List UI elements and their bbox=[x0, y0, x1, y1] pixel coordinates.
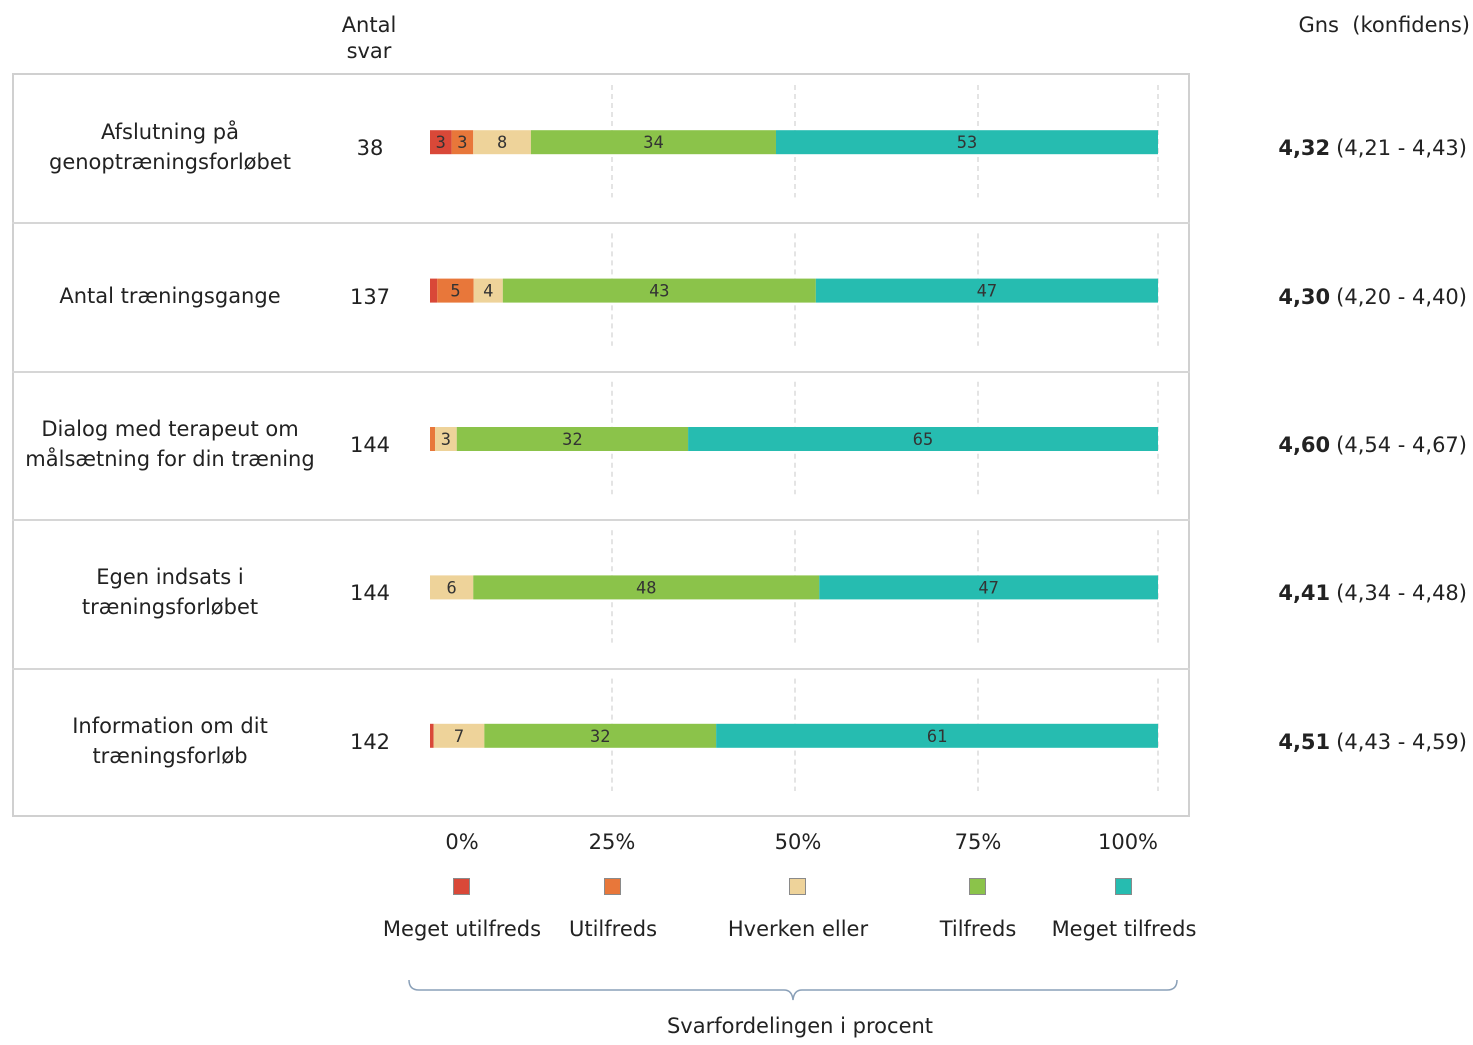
category-label: Information om dit træningsforløb bbox=[72, 713, 268, 768]
bar-segment bbox=[775, 130, 1158, 155]
bar-value-label: 47 bbox=[978, 578, 998, 598]
bar-segment bbox=[530, 130, 776, 155]
count-label: 142 bbox=[349, 729, 391, 754]
x-tick-label: 100% bbox=[1097, 830, 1159, 854]
legend-label: Meget tilfreds bbox=[1051, 917, 1197, 941]
bar-value-label: 7 bbox=[454, 727, 464, 747]
category-label: Afslutning på genoptræningsforløbet bbox=[49, 120, 291, 175]
mean-confidence: 4,41 (4,34 - 4,48) bbox=[1278, 520, 1467, 666]
bar-value-label: 8 bbox=[497, 133, 507, 153]
bar-segment bbox=[484, 723, 717, 748]
bar-segment bbox=[430, 130, 452, 155]
x-tick-label: 25% bbox=[588, 830, 636, 854]
bar-value-label: 43 bbox=[649, 282, 669, 302]
confidence-interval: (4,21 - 4,43) bbox=[1336, 136, 1467, 161]
bar-segment bbox=[473, 575, 820, 600]
bar-segment bbox=[430, 427, 436, 451]
legend-label: Utilfreds bbox=[568, 917, 658, 941]
row-separator bbox=[12, 222, 1190, 225]
bar-segment bbox=[502, 278, 816, 303]
mean-confidence: 4,60 (4,54 - 4,67) bbox=[1278, 372, 1467, 518]
bar-segment bbox=[430, 723, 434, 748]
bar-segment bbox=[473, 278, 503, 303]
bar-segment bbox=[437, 278, 474, 303]
mean-confidence: 4,51 (4,43 - 4,59) bbox=[1278, 669, 1467, 815]
legend-swatch bbox=[1115, 878, 1132, 895]
bar-value-label: 3 bbox=[457, 133, 467, 153]
count-column-header: Antal svar bbox=[341, 13, 397, 63]
bar-value-label: 48 bbox=[636, 578, 656, 598]
mean-value: 4,41 bbox=[1278, 581, 1331, 606]
bar-value-label: 65 bbox=[913, 430, 933, 450]
axis-caption: Svarfordelingen i procent bbox=[666, 1014, 934, 1038]
legend-swatch bbox=[789, 878, 806, 895]
axis-brace bbox=[408, 979, 1178, 1001]
bar-value-label: 53 bbox=[957, 133, 977, 153]
category-label: Antal træningsgange bbox=[59, 283, 281, 308]
legend-label: Meget utilfreds bbox=[382, 917, 542, 941]
x-tick-label: 75% bbox=[954, 830, 1002, 854]
bar-value-label: 3 bbox=[441, 430, 451, 450]
bar-segment bbox=[473, 130, 531, 155]
bar-value-label: 61 bbox=[927, 727, 947, 747]
bar-value-label: 4 bbox=[483, 282, 493, 302]
count-label: 137 bbox=[349, 284, 391, 309]
bar-segment bbox=[819, 575, 1158, 600]
mean-confidence: 4,32 (4,21 - 4,43) bbox=[1278, 75, 1467, 221]
bar-segment bbox=[433, 723, 485, 748]
mean-column-header: Gns (konfidens) bbox=[1298, 13, 1470, 37]
confidence-interval: (4,54 - 4,67) bbox=[1336, 432, 1467, 457]
bar-segment bbox=[430, 278, 438, 303]
bar-segment bbox=[688, 427, 1158, 451]
count-label: 144 bbox=[349, 432, 391, 457]
bar-segment bbox=[716, 723, 1158, 748]
mean-value: 4,30 bbox=[1278, 284, 1331, 309]
legend-swatch bbox=[969, 878, 986, 895]
bar-value-label: 6 bbox=[446, 578, 456, 598]
category-label: Egen indsats i træningsforløbet bbox=[81, 565, 259, 620]
row-separator bbox=[12, 667, 1190, 670]
bar-value-label: 3 bbox=[436, 133, 446, 153]
bar-value-label: 32 bbox=[562, 430, 582, 450]
mean-confidence: 4,30 (4,20 - 4,40) bbox=[1278, 223, 1467, 369]
legend-label: Hverken eller bbox=[727, 917, 869, 941]
legend-swatch bbox=[453, 878, 470, 895]
mean-value: 4,32 bbox=[1278, 136, 1331, 161]
mean-value: 4,60 bbox=[1278, 432, 1331, 457]
legend-label: Tilfreds bbox=[939, 917, 1017, 941]
x-tick-label: 0% bbox=[445, 830, 479, 854]
confidence-interval: (4,43 - 4,59) bbox=[1336, 729, 1467, 754]
bar-segment bbox=[451, 130, 474, 155]
x-tick-label: 50% bbox=[774, 830, 822, 854]
bar-segment bbox=[430, 575, 474, 600]
bar-value-label: 34 bbox=[643, 133, 663, 153]
legend-swatch bbox=[604, 878, 621, 895]
row-separator bbox=[12, 519, 1190, 522]
count-label: 38 bbox=[356, 136, 384, 161]
bar-segment bbox=[815, 278, 1158, 303]
row-separator bbox=[12, 370, 1190, 373]
bar-value-label: 32 bbox=[590, 727, 610, 747]
confidence-interval: (4,34 - 4,48) bbox=[1336, 581, 1467, 606]
bar-segment bbox=[435, 427, 457, 451]
mean-value: 4,51 bbox=[1278, 729, 1331, 754]
bar-value-label: 47 bbox=[977, 282, 997, 302]
category-label: Dialog med terapeut om målsætning for di… bbox=[25, 416, 315, 471]
bar-value-label: 5 bbox=[450, 282, 460, 302]
confidence-interval: (4,20 - 4,40) bbox=[1336, 284, 1467, 309]
count-label: 144 bbox=[349, 581, 391, 606]
bar-segment bbox=[456, 427, 689, 451]
